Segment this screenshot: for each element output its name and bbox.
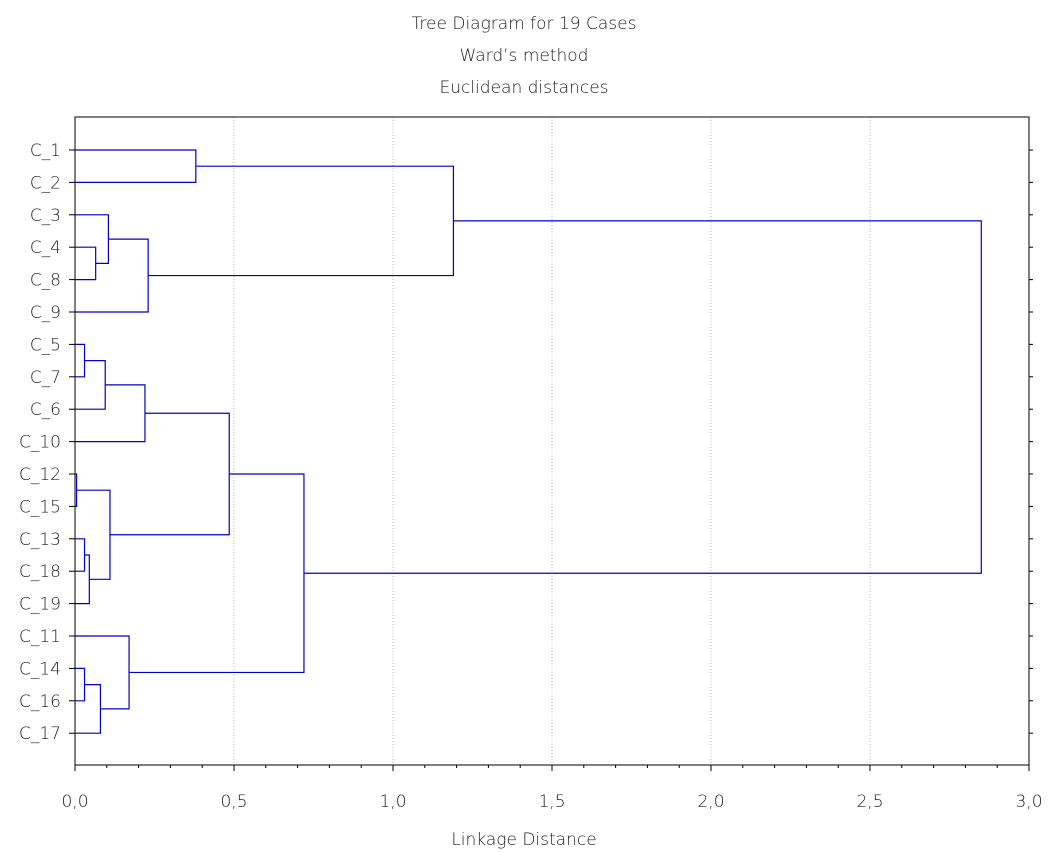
leaf-label: C_14 <box>19 659 61 679</box>
leaf-label: C_18 <box>19 562 61 582</box>
leaf-label: C_2 <box>30 173 61 193</box>
leaf-label: C_11 <box>19 627 61 647</box>
dendrogram-link <box>75 684 102 734</box>
dendrogram-link <box>75 635 130 710</box>
x-tick-label: 3,0 <box>1015 792 1042 812</box>
dendrogram-link <box>303 220 982 574</box>
leaf-label: C_8 <box>30 271 61 291</box>
leaf-label: C_10 <box>19 433 61 453</box>
leaf-label: C_1 <box>30 141 61 161</box>
leaf-label: C_5 <box>30 335 61 355</box>
chart-subtitle-method: Ward’s method <box>459 46 589 66</box>
leaf-label: C_17 <box>19 724 61 744</box>
dendrogram-link <box>75 667 86 702</box>
leaf-label: C_4 <box>30 238 61 258</box>
dendrogram-link <box>129 473 305 674</box>
chart-subtitle-distance: Euclidean distances <box>439 78 609 98</box>
x-tick-label: 1,5 <box>538 792 565 812</box>
x-tick-label: 1,0 <box>379 792 406 812</box>
leaf-label: C_9 <box>30 303 61 323</box>
leaf-label: C_13 <box>19 530 61 550</box>
leaf-label: C_15 <box>19 497 61 517</box>
leaf-label: C_3 <box>30 206 61 226</box>
dendrogram-link <box>75 238 149 313</box>
dendrogram-link <box>75 360 106 410</box>
dendrogram-link <box>75 214 109 264</box>
dendrogram-link <box>109 412 230 536</box>
dendrogram-link <box>75 246 97 281</box>
leaf-label: C_19 <box>19 595 61 615</box>
x-tick-label: 2,0 <box>697 792 724 812</box>
leaf-label: C_16 <box>19 692 61 712</box>
dendrogram-link <box>76 489 111 580</box>
dendrogram-link <box>75 384 146 443</box>
chart-title: Tree Diagram for 19 Cases <box>411 14 637 34</box>
x-tick-label: 0,0 <box>61 792 88 812</box>
x-axis-label: Linkage Distance <box>451 830 597 850</box>
dendrogram-link <box>75 538 86 572</box>
x-tick-label: 0,5 <box>220 792 247 812</box>
leaf-label: C_6 <box>30 400 61 420</box>
dendrogram-link <box>75 343 86 378</box>
dendrogram-link <box>75 554 90 605</box>
leaf-label: C_7 <box>30 368 61 388</box>
leaf-label: C_12 <box>19 465 61 485</box>
x-tick-label: 2,5 <box>856 792 883 812</box>
dendrogram-link <box>75 149 197 183</box>
